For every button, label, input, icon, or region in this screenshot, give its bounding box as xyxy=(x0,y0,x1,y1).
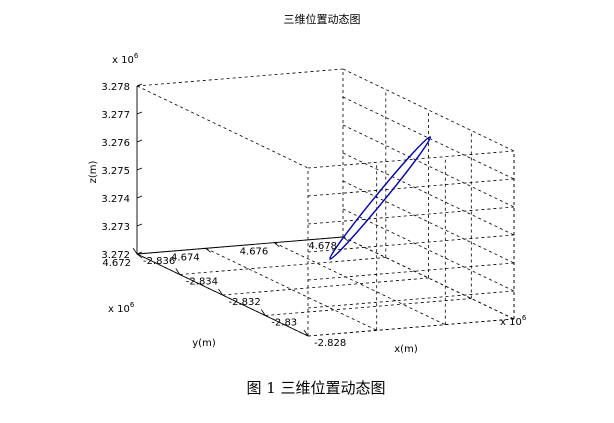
rightwall-grid-z-6 xyxy=(307,150,515,169)
x-exponent-label: x 106 xyxy=(500,314,527,328)
z-tick-0 xyxy=(136,251,143,255)
y-tick-label-0: 4.672 xyxy=(102,258,131,269)
x-tick-1 xyxy=(175,268,181,275)
z-tick-label-6: 3.278 xyxy=(101,82,130,93)
x-tick-label-3: -2.83 xyxy=(271,318,297,329)
backwall-grid-z-4 xyxy=(342,124,515,208)
y-tick-label-3: 4.678 xyxy=(308,241,337,252)
floor-grid-x-1 xyxy=(179,257,386,275)
figure-caption: 图 1 三维位置动态图 xyxy=(246,379,385,397)
z-tick-1 xyxy=(136,223,143,227)
rightwall-grid-z-5 xyxy=(307,178,515,197)
x-tick-3 xyxy=(260,309,266,316)
z-tick-6 xyxy=(136,83,143,87)
data-layer xyxy=(329,136,432,260)
x-tick-label-2: -2.832 xyxy=(229,297,261,308)
x-tick-0 xyxy=(132,247,138,255)
z-tick-label-5: 3.277 xyxy=(101,110,130,121)
backwall-grid-z-1 xyxy=(342,208,515,292)
backwall-grid-z-3 xyxy=(342,152,515,236)
rightwall-grid-z-0 xyxy=(307,318,515,337)
x-tick-label-1: -2.834 xyxy=(186,277,218,288)
z-tick-label-0: 3.272 xyxy=(101,250,130,261)
z-axis-label: z(m) xyxy=(88,161,99,184)
top-edge-front xyxy=(136,85,309,169)
trajectory-line xyxy=(329,136,432,260)
rightwall-grid-z-2 xyxy=(307,262,515,281)
top-edge-left xyxy=(136,68,344,87)
tick-labels: -2.836 -2.834 -2.832 -2.83 -2.828 4.672 4.674 4… xyxy=(101,82,346,349)
z-tick-4 xyxy=(136,139,143,143)
y-exponent-label: x 106 xyxy=(108,301,135,315)
z-tick-3 xyxy=(136,167,143,171)
z-tick-label-4: 3.276 xyxy=(101,138,130,149)
y-tick-label-1: 4.674 xyxy=(171,252,200,263)
y-tick-2 xyxy=(274,242,280,248)
floor-grid-x-3 xyxy=(265,298,472,316)
backwall-grid-z-0 xyxy=(342,236,515,320)
y-axis-line xyxy=(136,236,344,255)
grid-lines xyxy=(136,68,515,337)
x-axis-label: x(m) xyxy=(394,344,418,355)
y-tick-1 xyxy=(205,247,211,253)
floor-grid-x-2 xyxy=(222,277,429,296)
backwall-grid-z-5 xyxy=(342,96,515,180)
y-tick-label-2: 4.676 xyxy=(240,247,269,258)
z-tick-label-3: 3.275 xyxy=(101,166,130,177)
z-tick-5 xyxy=(136,111,143,115)
rightwall-grid-z-1 xyxy=(307,290,515,309)
rightwall-grid-z-4 xyxy=(307,206,515,225)
z-tick-label-1: 3.273 xyxy=(101,222,130,233)
backwall-grid-z-2 xyxy=(342,180,515,264)
z-exponent-label: x 106 xyxy=(112,52,139,66)
y-axis-label: y(m) xyxy=(192,338,216,349)
z-tick-label-2: 3.274 xyxy=(101,194,130,205)
floor-grid-y-2 xyxy=(274,242,446,326)
chart-title: 三维位置动态图 xyxy=(284,12,361,26)
backwall-grid-z-6 xyxy=(342,68,515,152)
x-tick-4 xyxy=(303,329,309,337)
x-tick-label-4: -2.828 xyxy=(314,338,346,349)
x-tick-label-0: -2.836 xyxy=(143,256,175,267)
tick-marks xyxy=(132,83,349,337)
z-tick-2 xyxy=(136,195,143,199)
x-tick-2 xyxy=(218,288,223,296)
y-tick-0 xyxy=(136,253,143,259)
rightwall-grid-z-3 xyxy=(307,234,515,253)
floor-grid-y-1 xyxy=(205,247,377,331)
